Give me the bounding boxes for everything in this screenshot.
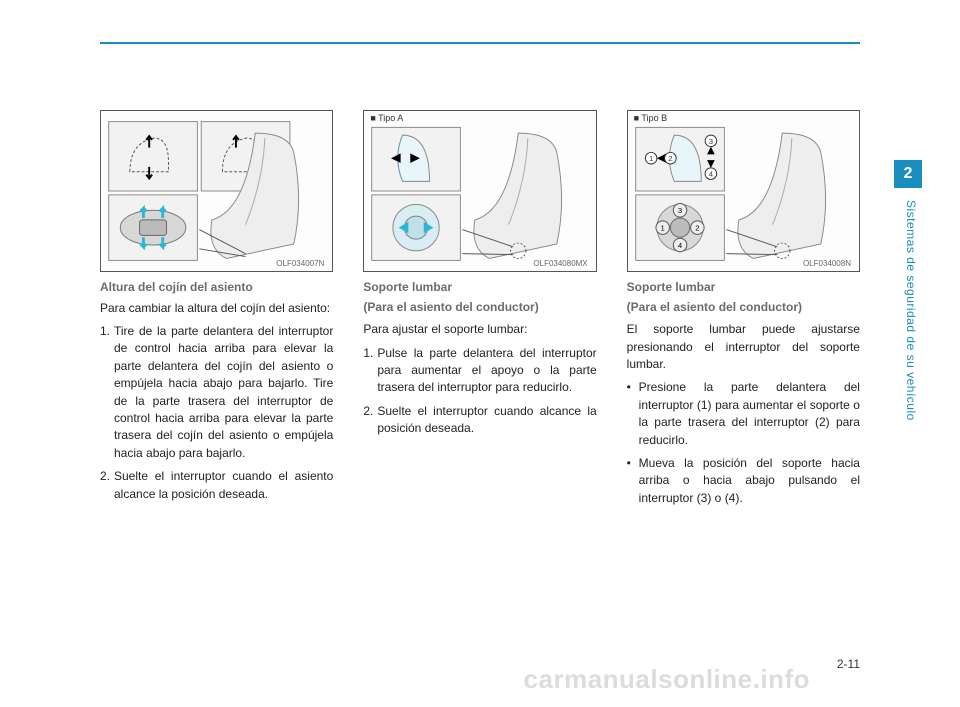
column-1: OLF034007N Altura del cojín del asiento …	[100, 110, 333, 513]
lumbar-a-illustration	[364, 111, 595, 271]
watermark: carmanualsonline.info	[524, 664, 810, 695]
tipo-b-label: ■ Tipo B	[634, 113, 667, 123]
svg-text:3: 3	[678, 206, 682, 215]
step-2-2: 2.Suelte el interruptor cuando alcance l…	[363, 403, 596, 438]
bullet-3-2: Mueva la posición del soporte hacia arri…	[627, 455, 860, 507]
heading-lumbar-a: Soporte lumbar	[363, 280, 596, 296]
svg-text:2: 2	[695, 224, 699, 233]
bullets-3: Presione la parte delantera del interrup…	[627, 379, 860, 507]
subheading-lumbar-a: (Para el asiento del conductor)	[363, 300, 596, 316]
step-2-1: 1.Pulse la parte delantera del interrupt…	[363, 345, 596, 397]
steps-2: 1.Pulse la parte delantera del interrupt…	[363, 345, 596, 438]
intro-1: Para cambiar la altura del cojín del asi…	[100, 300, 333, 317]
svg-text:2: 2	[668, 154, 672, 163]
tipo-a-label: ■ Tipo A	[370, 113, 403, 123]
svg-text:3: 3	[708, 137, 712, 146]
section-title-vertical: Sistemas de seguridad de su vehículo	[904, 200, 918, 480]
svg-text:4: 4	[678, 241, 683, 250]
figure-lumbar-a: ■ Tipo A	[363, 110, 596, 272]
seat-height-illustration	[101, 111, 332, 271]
lumbar-b-illustration: 1 2 3 4 1 2 3 4	[628, 111, 859, 271]
svg-text:1: 1	[649, 154, 653, 163]
intro-3: El soporte lumbar puede ajustarse presio…	[627, 321, 860, 373]
heading-seat-height: Altura del cojín del asiento	[100, 280, 333, 296]
heading-lumbar-b: Soporte lumbar	[627, 280, 860, 296]
column-3: ■ Tipo B 1 2 3 4 1 2 3 4	[627, 110, 860, 513]
chapter-number: 2	[904, 165, 913, 183]
figure-seat-height: OLF034007N	[100, 110, 333, 272]
figure-code-3: OLF034008N	[801, 259, 853, 268]
svg-text:4: 4	[708, 170, 713, 179]
page-number: 2-11	[837, 657, 860, 671]
intro-2: Para ajustar el soporte lumbar:	[363, 321, 596, 338]
content-columns: OLF034007N Altura del cojín del asiento …	[100, 110, 860, 513]
step-1-2: 2.Suelte el interruptor cuando el asient…	[100, 468, 333, 503]
subheading-lumbar-b: (Para el asiento del conductor)	[627, 300, 860, 316]
figure-code-2: OLF034080MX	[531, 259, 589, 268]
column-2: ■ Tipo A	[363, 110, 596, 513]
figure-code-1: OLF034007N	[274, 259, 326, 268]
bullet-3-1: Presione la parte delantera del interrup…	[627, 379, 860, 449]
top-rule	[100, 42, 860, 44]
chapter-tab: 2	[894, 160, 922, 188]
steps-1: 1.Tire de la parte delantera del interru…	[100, 323, 333, 503]
step-1-1: 1.Tire de la parte delantera del interru…	[100, 323, 333, 462]
figure-lumbar-b: ■ Tipo B 1 2 3 4 1 2 3 4	[627, 110, 860, 272]
svg-text:1: 1	[660, 224, 664, 233]
